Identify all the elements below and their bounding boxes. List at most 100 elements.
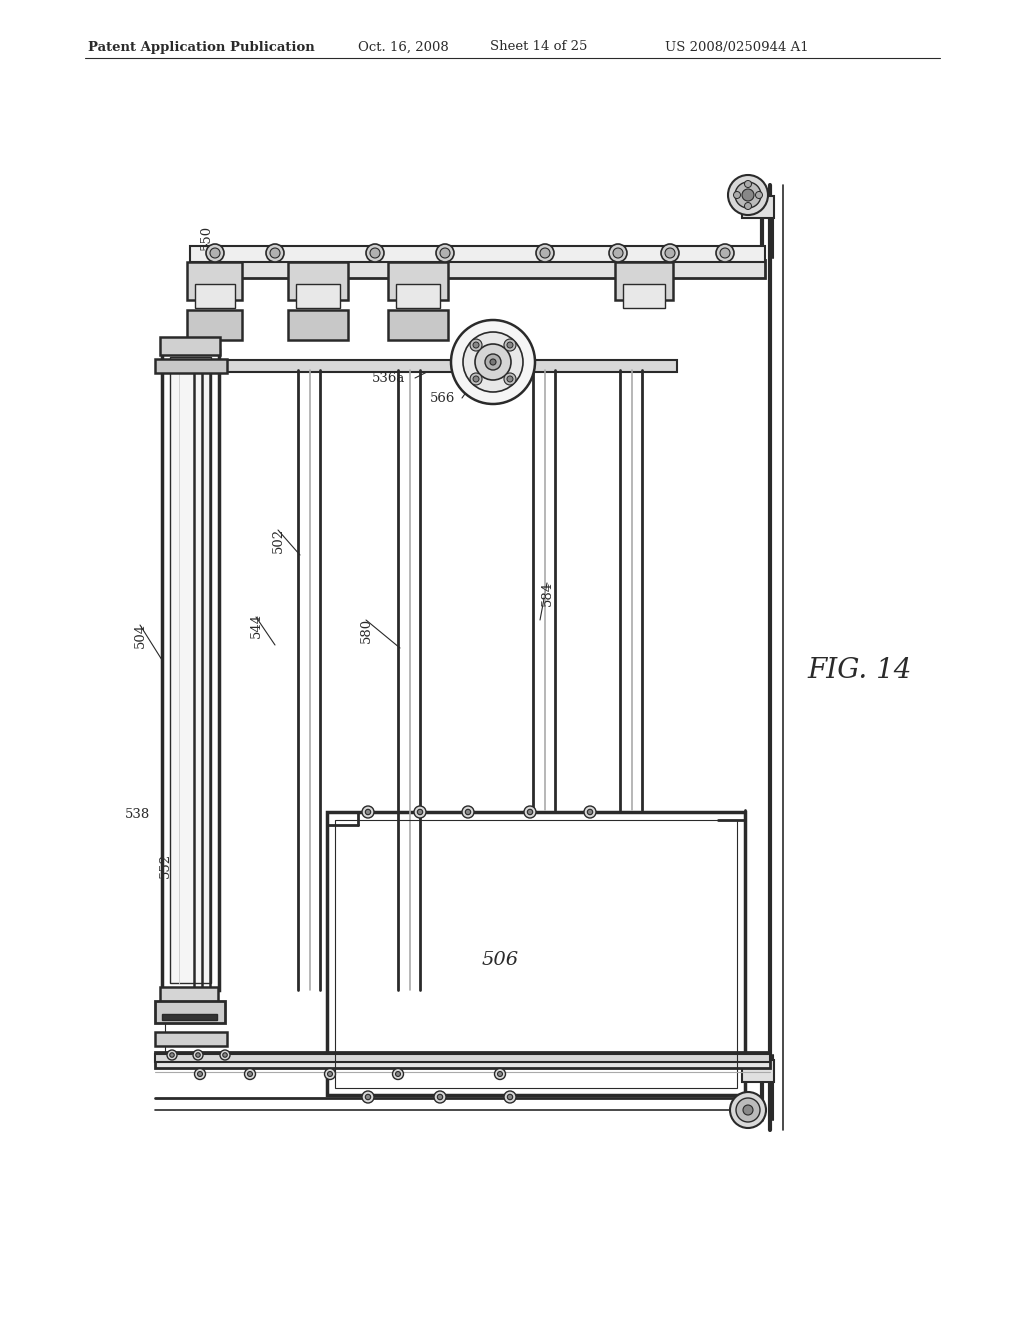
Circle shape xyxy=(495,1068,506,1080)
Text: 536a: 536a xyxy=(372,371,406,384)
Bar xyxy=(162,350,219,990)
Circle shape xyxy=(507,1094,513,1100)
Bar xyxy=(170,356,211,983)
Circle shape xyxy=(463,333,523,392)
Bar xyxy=(288,310,348,341)
Circle shape xyxy=(536,244,554,261)
Bar xyxy=(160,987,218,1005)
Circle shape xyxy=(728,176,768,215)
Circle shape xyxy=(716,244,734,261)
Circle shape xyxy=(733,191,740,198)
Text: 550: 550 xyxy=(200,224,213,249)
Circle shape xyxy=(440,248,450,257)
Bar xyxy=(187,360,677,372)
Bar xyxy=(155,1053,770,1063)
Circle shape xyxy=(223,1053,227,1057)
Circle shape xyxy=(507,342,513,348)
Circle shape xyxy=(362,807,374,818)
Circle shape xyxy=(475,345,511,380)
Circle shape xyxy=(248,1072,253,1077)
Text: 580: 580 xyxy=(359,618,373,643)
Bar xyxy=(155,1052,770,1068)
Bar xyxy=(155,359,227,374)
Circle shape xyxy=(744,181,752,187)
Circle shape xyxy=(504,339,516,351)
Circle shape xyxy=(366,1094,371,1100)
Bar xyxy=(388,261,449,300)
Bar xyxy=(187,261,242,300)
Text: FIG. 14: FIG. 14 xyxy=(808,656,912,684)
Circle shape xyxy=(418,809,423,814)
Bar xyxy=(742,195,774,218)
Bar xyxy=(742,1060,774,1082)
Circle shape xyxy=(743,1105,753,1115)
Bar xyxy=(155,1032,227,1045)
Circle shape xyxy=(527,809,532,814)
Circle shape xyxy=(613,248,623,257)
Circle shape xyxy=(462,807,474,818)
Circle shape xyxy=(665,248,675,257)
Circle shape xyxy=(370,248,380,257)
Circle shape xyxy=(436,244,454,261)
Text: Patent Application Publication: Patent Application Publication xyxy=(88,41,314,54)
Circle shape xyxy=(366,809,371,814)
Circle shape xyxy=(498,1072,503,1077)
Bar xyxy=(327,812,745,1096)
Circle shape xyxy=(756,191,763,198)
Circle shape xyxy=(588,809,593,814)
Circle shape xyxy=(245,1068,256,1080)
Circle shape xyxy=(490,359,496,366)
Text: 538: 538 xyxy=(125,808,150,821)
Circle shape xyxy=(392,1068,403,1080)
Circle shape xyxy=(473,376,479,381)
Text: 544: 544 xyxy=(250,612,262,638)
Circle shape xyxy=(485,354,501,370)
Circle shape xyxy=(524,807,536,818)
Text: 502: 502 xyxy=(271,528,285,553)
Text: 566: 566 xyxy=(430,392,455,404)
Circle shape xyxy=(584,807,596,818)
Circle shape xyxy=(328,1072,333,1077)
Circle shape xyxy=(266,244,284,261)
Circle shape xyxy=(198,1072,203,1077)
Text: US 2008/0250944 A1: US 2008/0250944 A1 xyxy=(665,41,809,54)
Bar xyxy=(615,261,673,300)
Text: 552: 552 xyxy=(159,853,171,878)
Circle shape xyxy=(742,189,754,201)
Circle shape xyxy=(451,319,535,404)
Text: 506: 506 xyxy=(481,950,518,969)
Circle shape xyxy=(465,809,471,814)
Circle shape xyxy=(504,374,516,385)
Text: Oct. 16, 2008: Oct. 16, 2008 xyxy=(358,41,449,54)
Circle shape xyxy=(437,1094,442,1100)
Bar xyxy=(160,337,220,355)
Circle shape xyxy=(540,248,550,257)
Circle shape xyxy=(507,376,513,381)
Bar xyxy=(162,1014,217,1020)
Circle shape xyxy=(193,1049,203,1060)
Circle shape xyxy=(470,374,482,385)
Circle shape xyxy=(325,1068,336,1080)
Circle shape xyxy=(730,1092,766,1129)
Circle shape xyxy=(210,248,220,257)
Text: 584: 584 xyxy=(541,581,554,606)
Circle shape xyxy=(170,1053,174,1057)
Text: 504: 504 xyxy=(133,623,146,648)
Circle shape xyxy=(735,182,761,209)
Circle shape xyxy=(434,1092,446,1104)
Bar xyxy=(187,310,242,341)
Circle shape xyxy=(473,342,479,348)
Circle shape xyxy=(736,1098,760,1122)
Circle shape xyxy=(744,202,752,210)
Circle shape xyxy=(470,339,482,351)
Bar xyxy=(623,284,665,308)
Bar xyxy=(335,820,737,1088)
Bar xyxy=(296,284,340,308)
Circle shape xyxy=(366,244,384,261)
Circle shape xyxy=(220,1049,230,1060)
Circle shape xyxy=(362,1092,374,1104)
Bar xyxy=(396,284,440,308)
Circle shape xyxy=(270,248,280,257)
Circle shape xyxy=(195,1068,206,1080)
Bar xyxy=(190,260,765,279)
